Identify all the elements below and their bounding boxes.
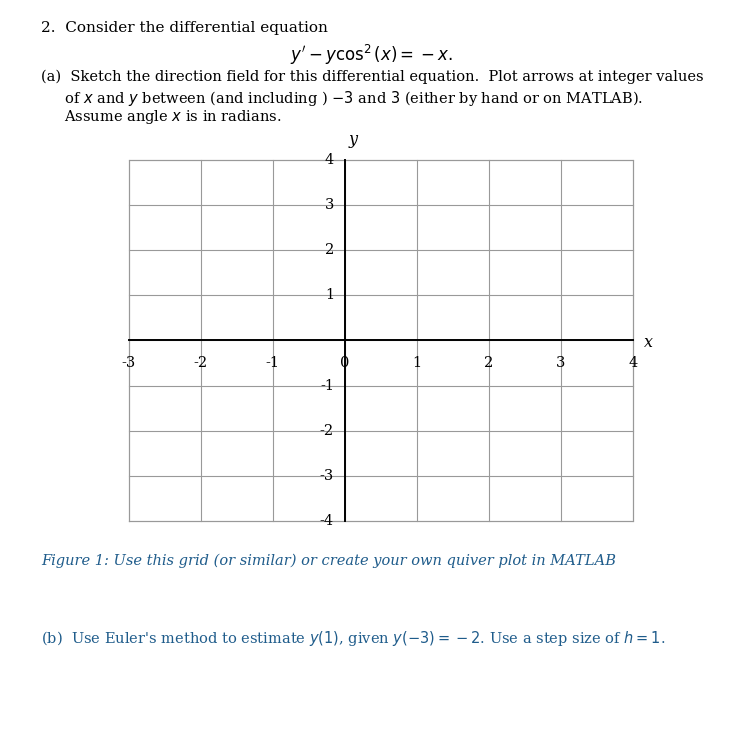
Text: (a)  Sketch the direction field for this differential equation.  Plot arrows at : (a) Sketch the direction field for this … (41, 70, 704, 85)
Text: x: x (643, 334, 652, 351)
Text: 2: 2 (484, 356, 493, 370)
Text: -3: -3 (319, 469, 334, 483)
Text: -2: -2 (194, 356, 208, 370)
Text: -1: -1 (266, 356, 279, 370)
Text: 2.  Consider the differential equation: 2. Consider the differential equation (41, 21, 328, 35)
Text: -3: -3 (122, 356, 136, 370)
Text: 4: 4 (325, 152, 334, 166)
Text: 3: 3 (557, 356, 565, 370)
Text: 1: 1 (412, 356, 421, 370)
Text: 0: 0 (340, 356, 349, 370)
Text: 3: 3 (325, 198, 334, 212)
Text: y: y (349, 131, 358, 148)
Text: 1: 1 (325, 289, 334, 302)
Text: Figure 1: Use this grid (or similar) or create your own quiver plot in MATLAB: Figure 1: Use this grid (or similar) or … (41, 553, 616, 568)
Text: -4: -4 (319, 514, 334, 528)
Text: Assume angle $x$ is in radians.: Assume angle $x$ is in radians. (41, 108, 282, 126)
Text: 4: 4 (629, 356, 637, 370)
Text: (b)  Use Euler's method to estimate $y(1)$, given $y(-3) = -2$. Use a step size : (b) Use Euler's method to estimate $y(1)… (41, 629, 665, 648)
Text: $y' - y\cos^2(x) = -x.$: $y' - y\cos^2(x) = -x.$ (290, 43, 453, 67)
Text: -1: -1 (320, 378, 334, 392)
Text: of $x$ and $y$ between (and including ) $-3$ and $3$ (either by hand or on MATLA: of $x$ and $y$ between (and including ) … (41, 89, 643, 108)
Text: -2: -2 (319, 424, 334, 438)
Text: 2: 2 (325, 243, 334, 257)
